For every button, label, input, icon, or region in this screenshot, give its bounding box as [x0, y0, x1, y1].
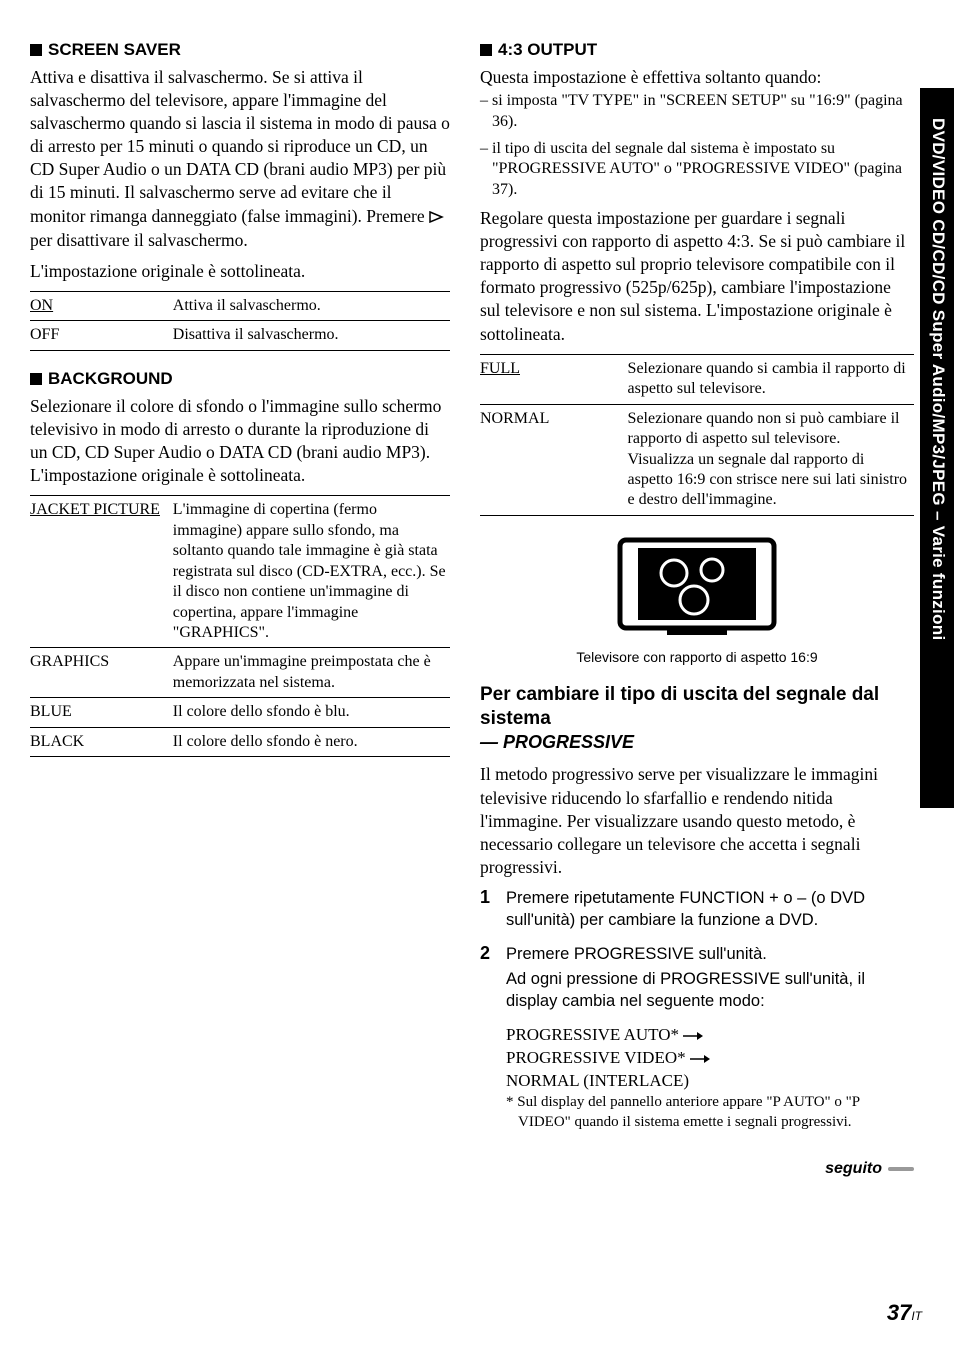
list-item: – il tipo di uscita del segnale dal sist…: [480, 139, 914, 201]
option-key: NORMAL: [480, 404, 628, 515]
heading-screen-saver: SCREEN SAVER: [30, 40, 450, 60]
step: 1Premere ripetutamente FUNCTION + o – (o…: [480, 887, 914, 932]
option-value: L'immagine di copertina (fermo immagine)…: [173, 496, 450, 648]
table-43-output: FULLSelezionare quando si cambia il rapp…: [480, 354, 914, 516]
option-value: Disattiva il salvaschermo.: [173, 321, 450, 350]
screen-saver-note: L'impostazione originale è sottolineata.: [30, 260, 450, 283]
progressive-subtitle: — PROGRESSIVE: [480, 732, 914, 753]
play-icon: [429, 206, 447, 229]
option-value: Selezionare quando si cambia il rapporto…: [628, 354, 914, 404]
page-columns: SCREEN SAVER Attiva e disattiva il salva…: [0, 0, 954, 1178]
step-body: Premere ripetutamente FUNCTION + o – (o …: [506, 887, 914, 932]
table-row: FULLSelezionare quando si cambia il rapp…: [480, 354, 914, 404]
option-value: Il colore dello sfondo è nero.: [173, 727, 450, 756]
step: 2Premere PROGRESSIVE sull'unità.Ad ogni …: [480, 943, 914, 1012]
table-row: GRAPHICSAppare un'immagine preimpostata …: [30, 648, 450, 698]
option-key: BLACK: [30, 727, 173, 756]
heading-background: BACKGROUND: [30, 369, 450, 389]
right-column: 4:3 OUTPUT Questa impostazione è effetti…: [480, 40, 914, 1178]
sequence-line: NORMAL (INTERLACE): [506, 1070, 914, 1093]
option-key: FULL: [480, 354, 628, 404]
option-value: Il colore dello sfondo è blu.: [173, 698, 450, 727]
left-column: SCREEN SAVER Attiva e disattiva il salva…: [30, 40, 450, 1178]
output43-paragraph: Regolare questa impostazione per guardar…: [480, 207, 914, 346]
table-row: JACKET PICTUREL'immagine di copertina (f…: [30, 496, 450, 648]
option-value: Attiva il salvaschermo.: [173, 291, 450, 320]
table-row: ONAttiva il salvaschermo.: [30, 291, 450, 320]
table-row: OFFDisattiva il salvaschermo.: [30, 321, 450, 350]
steps: 1Premere ripetutamente FUNCTION + o – (o…: [480, 887, 914, 1012]
step-body: Premere PROGRESSIVE sull'unità.Ad ogni p…: [506, 943, 914, 1012]
table-row: BLUEIl colore dello sfondo è blu.: [30, 698, 450, 727]
option-key: JACKET PICTURE: [30, 496, 173, 648]
option-value: Selezionare quando non si può cambiare i…: [628, 404, 914, 515]
table-row: NORMALSelezionare quando non si può camb…: [480, 404, 914, 515]
table-screen-saver: ONAttiva il salvaschermo.OFFDisattiva il…: [30, 291, 450, 351]
progressive-paragraph: Il metodo progressivo serve per visualiz…: [480, 763, 914, 878]
arrow-icon: [690, 1048, 710, 1067]
step-number: 1: [480, 887, 496, 932]
option-key: OFF: [30, 321, 173, 350]
page-number: 37IT: [887, 1300, 922, 1326]
option-key: BLUE: [30, 698, 173, 727]
option-key: ON: [30, 291, 173, 320]
output43-dash-list: – si imposta "TV TYPE" in "SCREEN SETUP"…: [480, 91, 914, 201]
progressive-sequence: PROGRESSIVE AUTO* PROGRESSIVE VIDEO* NOR…: [506, 1024, 914, 1093]
progressive-footnote: * Sul display del pannello anteriore app…: [506, 1093, 914, 1132]
option-value: Appare un'immagine preimpostata che è me…: [173, 648, 450, 698]
table-background: JACKET PICTUREL'immagine di copertina (f…: [30, 495, 450, 757]
heading-43-output: 4:3 OUTPUT: [480, 40, 914, 60]
screen-saver-paragraph: Attiva e disattiva il salvaschermo. Se s…: [30, 66, 450, 252]
tv-caption: Televisore con rapporto di aspetto 16:9: [480, 649, 914, 665]
continued-label: seguito: [480, 1160, 914, 1178]
side-tab-text: DVD/VIDEO CD/CD/CD Super Audio/MP3/JPEG …: [928, 118, 948, 640]
step-number: 2: [480, 943, 496, 1012]
background-paragraph: Selezionare il colore di sfondo o l'imma…: [30, 395, 450, 487]
progressive-title: Per cambiare il tipo di uscita del segna…: [480, 683, 914, 731]
table-row: BLACKIl colore dello sfondo è nero.: [30, 727, 450, 756]
sequence-line: PROGRESSIVE VIDEO*: [506, 1047, 914, 1070]
arrow-icon: [683, 1025, 703, 1044]
tv-figure: [480, 534, 914, 649]
option-key: GRAPHICS: [30, 648, 173, 698]
output43-intro: Questa impostazione è effettiva soltanto…: [480, 66, 914, 89]
list-item: – si imposta "TV TYPE" in "SCREEN SETUP"…: [480, 91, 914, 133]
sequence-line: PROGRESSIVE AUTO*: [506, 1024, 914, 1047]
